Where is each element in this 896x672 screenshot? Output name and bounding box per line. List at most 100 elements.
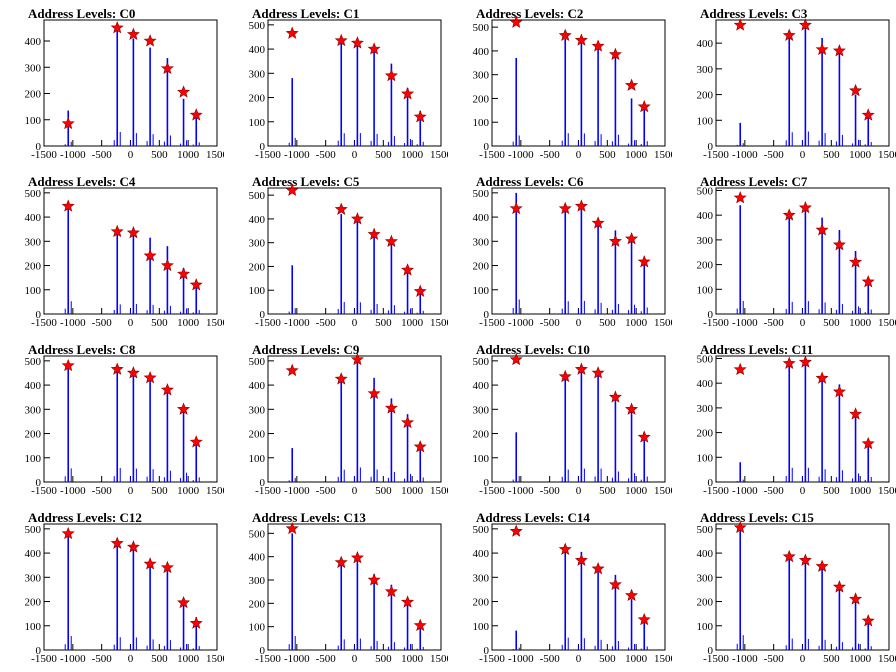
x-tick-label: -1500: [479, 149, 505, 161]
x-tick-label: -1500: [703, 485, 729, 497]
x-tick-label: 500: [599, 485, 616, 497]
peak-marker: [849, 592, 863, 605]
y-tick-label: 300: [473, 236, 490, 248]
y-tick-label: 100: [697, 115, 714, 127]
y-tick-label: 300: [473, 404, 490, 416]
plot-frame: [267, 19, 442, 147]
peak-marker: [285, 363, 299, 377]
peak-marker: [367, 386, 381, 400]
peak-marker: [413, 618, 427, 632]
peak-marker: [625, 402, 639, 415]
y-tick-label: 500: [697, 524, 714, 536]
x-tick-label: -1000: [732, 485, 758, 497]
peak-marker: [849, 83, 863, 97]
peak-marker: [574, 33, 588, 46]
x-tick-label: 500: [151, 149, 168, 161]
peak-marker: [401, 87, 415, 100]
x-tick-label: -1500: [255, 653, 281, 665]
y-tick-label: 300: [249, 404, 266, 416]
y-tick-label: 200: [25, 89, 42, 101]
y-tick-label: 100: [473, 453, 490, 465]
chart-title: Address Levels: C8: [28, 342, 136, 357]
peak-marker: [126, 225, 140, 239]
y-tick-label: 200: [697, 260, 714, 272]
y-tick-label: 0: [708, 141, 714, 153]
peak-marker: [413, 110, 427, 123]
y-tick-label: 400: [249, 214, 266, 226]
y-tick-label: 300: [473, 572, 490, 584]
y-tick-label: 0: [708, 645, 714, 657]
peak-marker: [401, 595, 415, 608]
x-tick-label: -1000: [732, 653, 758, 665]
x-tick-label: 1500: [430, 317, 448, 329]
peak-marker: [110, 224, 124, 238]
peak-marker: [509, 524, 523, 537]
y-tick-label: 500: [473, 524, 490, 536]
chart-12: Address Levels: C12 0 100 200 300 400 500 -1500…: [25, 510, 225, 665]
x-tick-label: 500: [151, 653, 168, 665]
x-tick-label: 1000: [401, 485, 424, 497]
peak-marker: [384, 584, 398, 598]
y-tick-label: 300: [25, 572, 42, 584]
peak-marker: [815, 559, 829, 572]
y-tick-label: 0: [484, 645, 490, 657]
x-tick-label: -1500: [255, 149, 281, 161]
peak-marker: [815, 42, 829, 56]
y-tick-label: 200: [249, 598, 266, 610]
x-tick-label: 1500: [878, 149, 896, 161]
x-tick-label: -1000: [60, 149, 86, 161]
y-tick-label: 300: [473, 70, 490, 82]
x-tick-label: 0: [352, 149, 358, 161]
x-tick-label: 0: [800, 653, 806, 665]
y-tick-label: 400: [473, 548, 490, 560]
peak-marker: [413, 284, 427, 297]
chart-title: Address Levels: C4: [28, 174, 136, 189]
x-tick-label: 1000: [177, 149, 200, 161]
x-tick-label: -1000: [508, 149, 534, 161]
y-tick-label: 200: [473, 261, 490, 273]
chart-13: Address Levels: C13 0 100 200 300 400 500 -1500…: [249, 510, 449, 665]
x-tick-label: 1000: [177, 485, 200, 497]
y-tick-label: 100: [249, 117, 266, 129]
chart-title: Address Levels: C6: [476, 174, 584, 189]
peak-marker: [637, 430, 651, 443]
x-tick-label: -1000: [732, 317, 758, 329]
x-tick-label: 500: [375, 485, 392, 497]
y-tick-label: 100: [25, 453, 42, 465]
x-tick-label: 1000: [849, 653, 872, 665]
peak-marker: [177, 596, 191, 609]
y-tick-label: 500: [473, 22, 490, 34]
chart-title: Address Levels: C14: [476, 510, 590, 525]
peak-marker: [126, 27, 140, 40]
peak-marker: [509, 352, 523, 366]
peak-marker: [815, 371, 829, 384]
peak-marker: [350, 212, 364, 225]
peak-marker: [413, 440, 427, 453]
chart-title: Address Levels: C1: [252, 6, 359, 21]
peak-marker: [558, 28, 572, 41]
y-tick-label: 100: [473, 621, 490, 633]
peak-marker: [637, 612, 651, 626]
x-tick-label: 500: [823, 317, 840, 329]
x-tick-label: -1000: [60, 485, 86, 497]
peak-marker: [637, 99, 651, 113]
chart-1: Address Levels: C10100200300400500-1500-…: [249, 6, 449, 161]
peak-marker: [782, 356, 796, 369]
peak-marker: [832, 384, 846, 398]
peak-marker: [189, 435, 203, 448]
peak-marker: [350, 550, 364, 564]
chart-title: Address Levels: C15: [700, 510, 814, 525]
plot-frame: [43, 523, 218, 651]
x-tick-label: -500: [540, 653, 561, 665]
peak-marker: [160, 560, 174, 574]
y-tick-label: 400: [25, 380, 42, 392]
x-tick-label: 1000: [849, 485, 872, 497]
y-tick-label: 500: [25, 356, 42, 368]
y-tick-label: 200: [249, 93, 266, 105]
peak-marker: [798, 18, 812, 31]
peak-marker: [637, 255, 651, 268]
peak-marker: [849, 407, 863, 420]
x-tick-label: -1000: [284, 149, 310, 161]
y-tick-label: 200: [25, 261, 42, 273]
y-tick-label: 100: [473, 285, 490, 297]
